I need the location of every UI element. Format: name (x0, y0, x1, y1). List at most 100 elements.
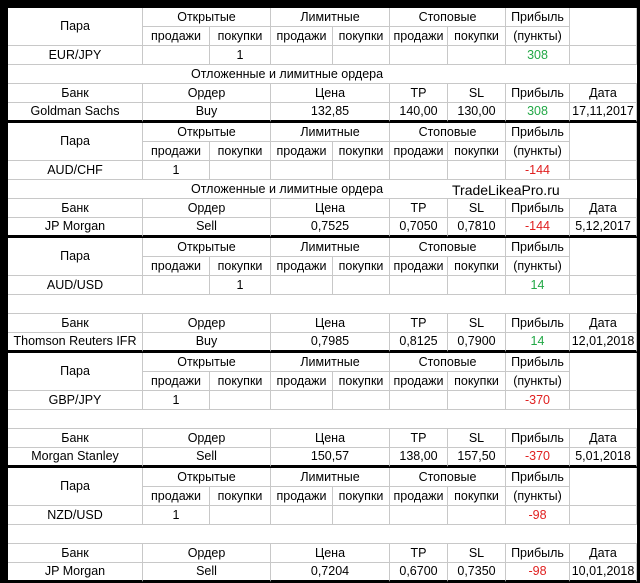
open-buy-value: 1 (210, 276, 271, 295)
order-value: Sell (143, 563, 271, 582)
open-buy-header: покупки (210, 142, 271, 161)
order-value: Sell (143, 218, 271, 237)
limit-sell-value (271, 46, 333, 65)
order-header: Ордер (143, 544, 271, 563)
date-value: 10,01,2018 (570, 563, 637, 582)
price-header: Цена (271, 84, 390, 103)
limit-buy-header: покупки (333, 372, 390, 391)
tp-value: 0,8125 (390, 333, 448, 352)
bank-header: Банк (8, 429, 143, 448)
bank-header: Банк (8, 199, 143, 218)
profit-header: Прибыль (506, 8, 570, 27)
limit-sell-header: продажи (271, 487, 333, 506)
tp-header: TP (390, 84, 448, 103)
stop-sell-value (390, 391, 448, 410)
date-header: Дата (570, 84, 637, 103)
date-value: 12,01,2018 (570, 333, 637, 352)
order-header: Ордер (143, 429, 271, 448)
date-value: 5,01,2018 (570, 448, 637, 467)
profit2-header: Прибыль (506, 84, 570, 103)
stop-sell-header: продажи (390, 487, 448, 506)
tp-header: TP (390, 429, 448, 448)
blank-separator-row (8, 295, 637, 314)
stop-buy-value (448, 506, 506, 525)
stop-buy-header: покупки (448, 257, 506, 276)
tp-value: 140,00 (390, 103, 448, 122)
limit-buy-value (333, 161, 390, 180)
limit-sell-header: продажи (271, 142, 333, 161)
profit2-value: 308 (506, 103, 570, 122)
pair-value: AUD/CHF (8, 161, 143, 180)
profit-points-header: (пункты) (506, 27, 570, 46)
open-sell-header: продажи (143, 257, 210, 276)
profit-points-header: (пункты) (506, 142, 570, 161)
limit-sell-header: продажи (271, 27, 333, 46)
spacer-cell (570, 238, 637, 276)
pending-orders-title: Отложенные и лимитные ордера (8, 180, 637, 199)
limit-buy-header: покупки (333, 257, 390, 276)
date-value: 17,11,2017 (570, 103, 637, 122)
spacer-cell (570, 468, 637, 506)
limit-buy-header: покупки (333, 487, 390, 506)
tp-header: TP (390, 544, 448, 563)
limit-sell-value (271, 276, 333, 295)
price-value: 0,7204 (271, 563, 390, 582)
blank-separator-row (8, 525, 637, 544)
sl-value: 0,7350 (448, 563, 506, 582)
stop-header: Стоповые (390, 238, 506, 257)
stop-header: Стоповые (390, 353, 506, 372)
open-sell-value (143, 46, 210, 65)
order-header: Ордер (143, 199, 271, 218)
bank-value: Morgan Stanley (8, 448, 143, 467)
profit-header: Прибыль (506, 123, 570, 142)
order-value: Buy (143, 103, 271, 122)
profit-header: Прибыль (506, 468, 570, 487)
open-buy-value (210, 161, 271, 180)
profit2-value: -98 (506, 563, 570, 582)
spacer-cell (570, 161, 637, 180)
sl-header: SL (448, 314, 506, 333)
order-value: Buy (143, 333, 271, 352)
price-value: 132,85 (271, 103, 390, 122)
limit-sell-value (271, 161, 333, 180)
date-header: Дата (570, 199, 637, 218)
bank-header: Банк (8, 544, 143, 563)
open-sell-value: 1 (143, 391, 210, 410)
pair-header: Пара (8, 8, 143, 46)
pair-header: Пара (8, 353, 143, 391)
pair-value: EUR/JPY (8, 46, 143, 65)
spacer-cell (570, 46, 637, 65)
stop-header: Стоповые (390, 123, 506, 142)
open-sell-header: продажи (143, 487, 210, 506)
profit-points-header: (пункты) (506, 257, 570, 276)
sl-value: 130,00 (448, 103, 506, 122)
sl-header: SL (448, 429, 506, 448)
stop-sell-header: продажи (390, 372, 448, 391)
spacer-cell (570, 276, 637, 295)
sl-value: 157,50 (448, 448, 506, 467)
open-sell-value: 1 (143, 506, 210, 525)
sl-value: 0,7810 (448, 218, 506, 237)
pair-header: Пара (8, 123, 143, 161)
price-header: Цена (271, 544, 390, 563)
profit2-value: 14 (506, 333, 570, 352)
profit2-header: Прибыль (506, 199, 570, 218)
profit-header: Прибыль (506, 238, 570, 257)
bank-value: JP Morgan (8, 563, 143, 582)
date-header: Дата (570, 429, 637, 448)
open-buy-header: покупки (210, 27, 271, 46)
open-header: Открытые (143, 8, 271, 27)
order-value: Sell (143, 448, 271, 467)
open-header: Открытые (143, 123, 271, 142)
date-value: 5,12,2017 (570, 218, 637, 237)
stop-buy-header: покупки (448, 372, 506, 391)
limit-sell-header: продажи (271, 257, 333, 276)
tp-value: 138,00 (390, 448, 448, 467)
blank-separator-row (8, 410, 637, 429)
price-value: 150,57 (271, 448, 390, 467)
limit-buy-value (333, 276, 390, 295)
limit-buy-value (333, 46, 390, 65)
limit-header: Лимитные (271, 468, 390, 487)
limit-buy-value (333, 506, 390, 525)
